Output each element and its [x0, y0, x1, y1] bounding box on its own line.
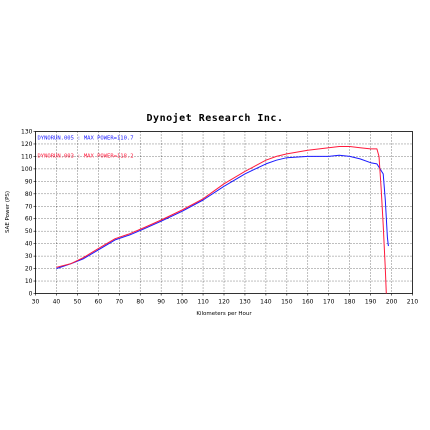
grid	[35, 131, 413, 294]
x-tick-label: 110	[197, 299, 209, 306]
y-tick-label: 60	[25, 216, 33, 223]
x-tick-label: 60	[95, 299, 103, 306]
y-tick-label: 70	[25, 203, 33, 210]
legend-entry-1: DYNORUN.005 : MAX POWER=110.7	[38, 136, 134, 142]
x-tick-label: 90	[157, 299, 165, 306]
y-tick-label: 120	[21, 141, 33, 148]
y-tick-label: 20	[25, 266, 33, 273]
x-tick-labels: 30 40 50 60 70 80 90 100 110 120 130 140 150 160 170 18…	[32, 293, 419, 306]
x-tick-label: 40	[53, 299, 61, 306]
series-lines	[56, 146, 389, 294]
x-tick-label: 160	[302, 299, 314, 306]
x-tick-label: 80	[136, 299, 144, 306]
x-axis-label: Kilometers per Hour	[196, 311, 252, 317]
y-tick-label: 110	[21, 153, 33, 160]
legend-entry-2: DYNORUN.003 : MAX POWER=118.2	[38, 154, 134, 160]
x-tick-label: 190	[365, 299, 377, 306]
y-tick-label: 130	[21, 129, 33, 136]
x-tick-label: 140	[260, 299, 272, 306]
x-tick-label: 200	[386, 299, 398, 306]
y-tick-label: 90	[25, 178, 33, 185]
y-tick-label: 80	[25, 191, 33, 198]
y-tick-label: 0	[29, 291, 33, 298]
x-tick-label: 150	[281, 299, 293, 306]
y-tick-labels: 0 10 20 30 40 50 60 70 80 90 100 110 120 130	[21, 129, 36, 298]
y-tick-label: 30	[25, 253, 33, 260]
x-tick-label: 180	[344, 299, 356, 306]
series-line-2	[56, 146, 387, 294]
y-tick-label: 50	[25, 228, 33, 235]
legend: DYNORUN.005 : MAX POWER=110.7 DYNORUN.003…	[38, 136, 134, 160]
chart-title: Dynojet Research Inc.	[147, 112, 284, 124]
series-line-1	[56, 154, 389, 270]
x-tick-label: 130	[239, 299, 251, 306]
x-tick-label: 120	[218, 299, 230, 306]
x-tick-label: 70	[115, 299, 123, 306]
y-tick-label: 40	[25, 241, 33, 248]
y-tick-label: 10	[25, 278, 33, 285]
x-tick-label: 30	[32, 299, 40, 306]
x-tick-label: 210	[407, 299, 419, 306]
x-tick-label: 50	[74, 299, 82, 306]
x-tick-label: 100	[176, 299, 188, 306]
y-tick-label: 100	[21, 166, 33, 173]
y-axis-label: SAE Power (PS)	[5, 191, 11, 233]
x-tick-label: 170	[323, 299, 335, 306]
